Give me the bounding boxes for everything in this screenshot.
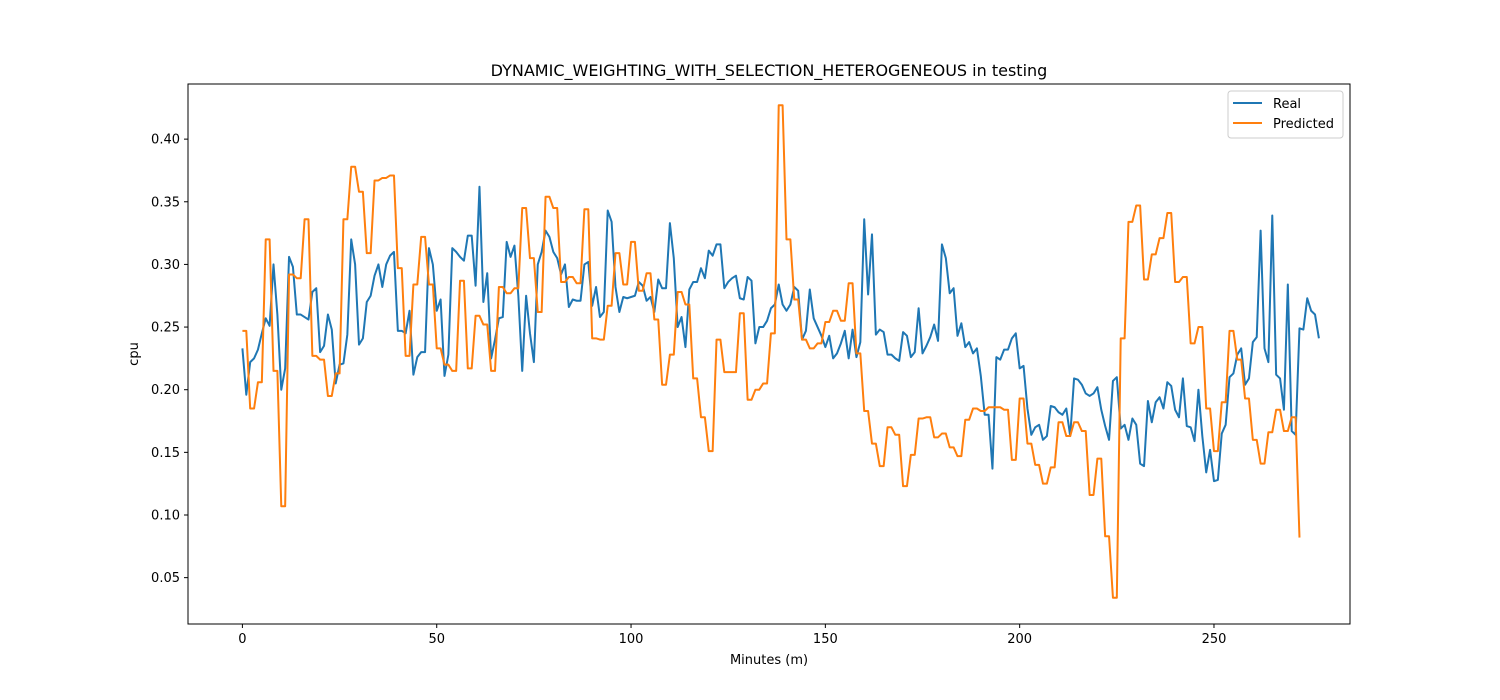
series-line-real bbox=[241, 185, 1320, 483]
x-tick-label: 50 bbox=[428, 632, 445, 647]
y-tick-label: 0.30 bbox=[151, 258, 180, 273]
x-tick-label: 250 bbox=[1202, 632, 1227, 647]
y-axis-label: cpu bbox=[127, 342, 142, 366]
legend-label-real: Real bbox=[1273, 97, 1301, 112]
y-tick-label: 0.40 bbox=[151, 133, 180, 148]
y-tick-label: 0.25 bbox=[151, 321, 180, 336]
x-axis-label: Minutes (m) bbox=[730, 653, 808, 668]
y-tick-label: 0.15 bbox=[151, 446, 180, 461]
y-tick-label: 0.20 bbox=[151, 383, 180, 398]
x-tick-label: 100 bbox=[619, 632, 644, 647]
plot-lines bbox=[241, 104, 1320, 599]
legend: Real Predicted bbox=[1227, 90, 1344, 139]
y-tick-label: 0.05 bbox=[151, 571, 180, 586]
series-line-predicted bbox=[242, 104, 1301, 599]
x-tick-label: 200 bbox=[1007, 632, 1032, 647]
y-tick-label: 0.35 bbox=[151, 195, 180, 210]
x-axis: 0 50 100 150 200 250 bbox=[238, 624, 1226, 647]
x-tick-label: 0 bbox=[238, 632, 246, 647]
y-tick-label: 0.10 bbox=[151, 508, 180, 523]
legend-label-predicted: Predicted bbox=[1273, 117, 1334, 132]
plot-frame bbox=[187, 83, 1351, 625]
chart-title: DYNAMIC_WEIGHTING_WITH_SELECTION_HETEROG… bbox=[491, 61, 1048, 81]
x-tick-label: 150 bbox=[813, 632, 838, 647]
y-axis: 0.05 0.10 0.15 0.20 0.25 0.30 0.35 0.40 bbox=[151, 133, 188, 586]
